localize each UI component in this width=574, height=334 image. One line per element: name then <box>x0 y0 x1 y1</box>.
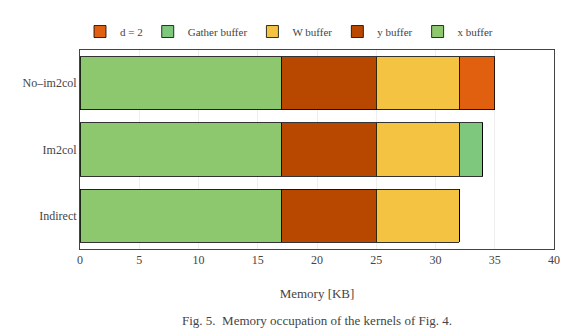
svg-text:Fig. 5. Memory occupation of: Fig. 5. Memory occupation of the kernels… <box>182 313 452 328</box>
svg-text:d = 2: d = 2 <box>120 26 143 38</box>
svg-text:10: 10 <box>193 253 205 267</box>
svg-text:40: 40 <box>548 253 560 267</box>
svg-text:W buffer: W buffer <box>292 26 332 38</box>
svg-text:5: 5 <box>136 253 142 267</box>
svg-text:x buffer: x buffer <box>458 26 493 38</box>
svg-text:25: 25 <box>370 253 382 267</box>
svg-text:No–im2col: No–im2col <box>23 76 78 90</box>
svg-text:y buffer: y buffer <box>377 26 412 38</box>
svg-text:30: 30 <box>430 253 442 267</box>
svg-text:15: 15 <box>252 253 264 267</box>
svg-text:Indirect: Indirect <box>39 209 77 223</box>
svg-text:20: 20 <box>311 253 323 267</box>
svg-text:Gather buffer: Gather buffer <box>188 26 248 38</box>
svg-text:0: 0 <box>77 253 83 267</box>
svg-text:Memory [KB]: Memory [KB] <box>280 286 355 301</box>
svg-text:35: 35 <box>489 253 501 267</box>
svg-text:Im2col: Im2col <box>43 143 78 157</box>
